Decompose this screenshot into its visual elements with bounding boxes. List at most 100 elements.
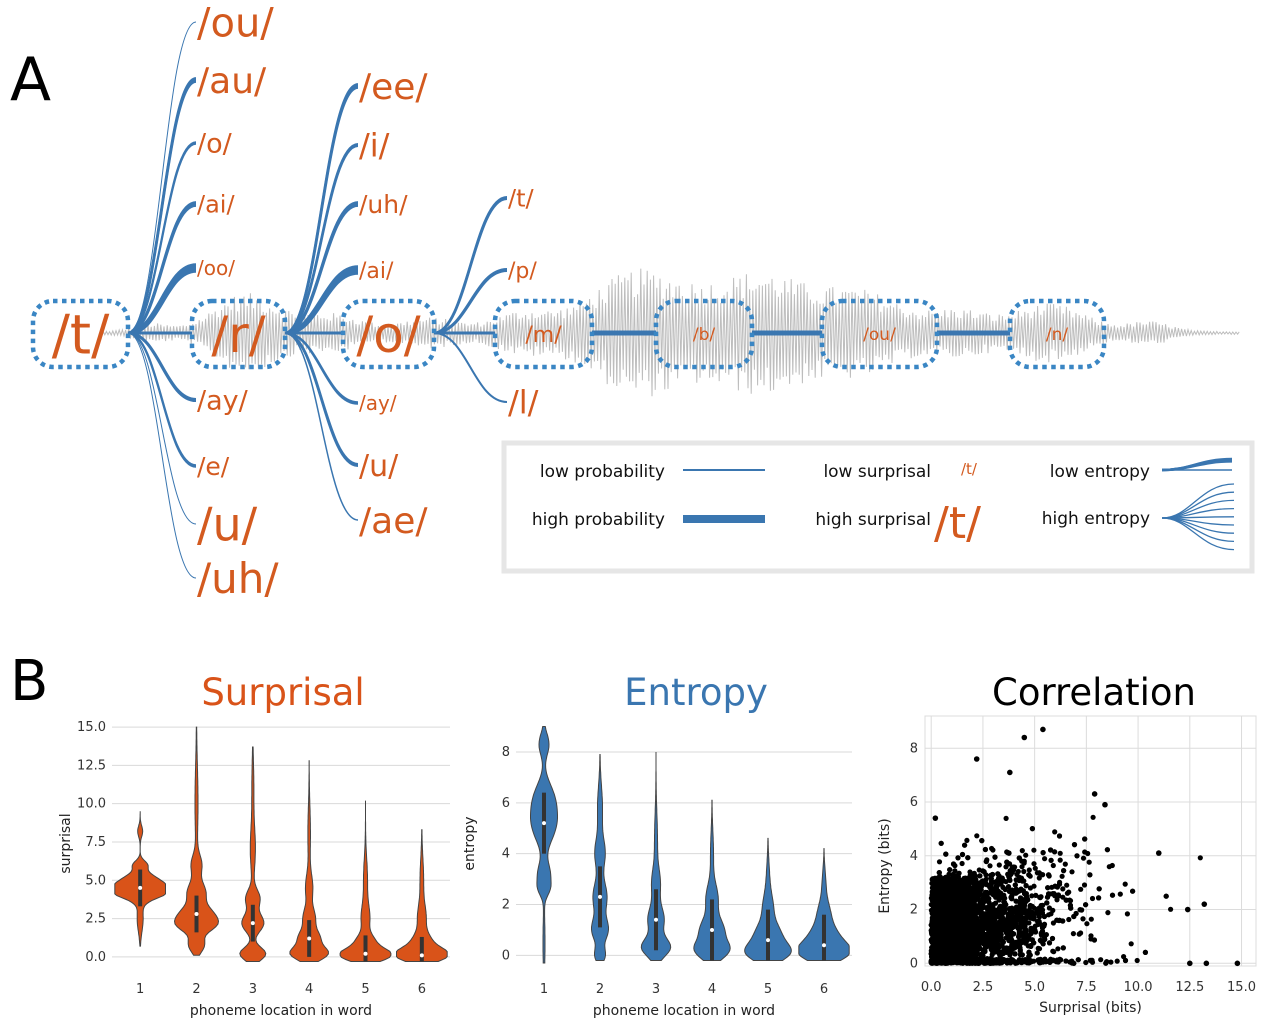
scatter-point	[1044, 894, 1051, 900]
scatter-point	[1121, 954, 1127, 960]
x-tick-label: 5.0	[1024, 980, 1045, 995]
scatter-point	[983, 913, 989, 919]
y-tick-label: 8	[910, 741, 918, 756]
scatter-point	[995, 871, 1001, 877]
t-branch-strand	[127, 331, 197, 403]
scatter-point	[997, 921, 1004, 927]
scatter-point	[1103, 960, 1109, 966]
scatter-point	[955, 896, 961, 903]
t-label-0: /ou/	[197, 0, 274, 46]
node-box-3	[492, 298, 595, 370]
scatter-point	[1084, 921, 1090, 927]
scatter-point	[1102, 801, 1108, 808]
scatter-point	[947, 942, 953, 948]
x-axis-label: phoneme location in word	[190, 1003, 372, 1019]
scatter-point	[999, 927, 1005, 933]
violin-3	[640, 752, 672, 961]
scatter-point	[1026, 867, 1032, 873]
scatter-point	[994, 878, 1000, 884]
scatter-point	[973, 949, 979, 955]
legend-high-entropy: high entropy	[1042, 509, 1150, 529]
correlation-scatter-chart: 0.0 2.5 5.0 7.5 10.0 12.5 15.0 0 2 4 6 8 Surprisal (…	[877, 715, 1257, 1016]
scatter-point	[1010, 867, 1017, 873]
scatter-point	[1234, 960, 1241, 967]
scatter-point	[1005, 884, 1012, 890]
scatter-point	[934, 885, 940, 891]
scatter-point	[983, 880, 989, 886]
scatter-point	[950, 876, 956, 883]
scatter-point	[1052, 883, 1058, 889]
node-label-3: /m/	[525, 323, 562, 348]
scatter-point	[999, 904, 1005, 910]
scatter-point	[1004, 925, 1010, 931]
scatter-point	[1040, 850, 1046, 856]
violin-5	[339, 800, 392, 962]
scatter-point	[1019, 848, 1025, 854]
scatter-point	[1008, 929, 1014, 936]
scatter-point	[1036, 870, 1042, 876]
r-label-4: /ay/	[359, 391, 397, 415]
violin-3	[239, 746, 267, 962]
scatter-point	[1073, 910, 1079, 917]
scatter-point	[1050, 948, 1056, 954]
r-label-1: /i/	[359, 127, 390, 165]
violin-median-3	[654, 917, 658, 922]
scatter-point	[1016, 934, 1022, 940]
scatter-point	[1184, 906, 1191, 913]
scatter-point	[943, 910, 949, 917]
scatter-point	[1060, 894, 1066, 900]
scatter-point	[969, 915, 975, 921]
scatter-point	[970, 875, 976, 881]
node-box-0	[30, 298, 131, 370]
scatter-points	[928, 726, 1241, 967]
scatter-point	[965, 855, 971, 861]
scatter-point	[967, 869, 973, 875]
branch-lines	[127, 21, 508, 579]
entropy-title: Entropy	[624, 671, 768, 714]
scatter-point	[1017, 929, 1024, 935]
scatter-point	[1083, 902, 1089, 908]
t-branch-6	[127, 331, 197, 468]
x-tick-label: 2	[192, 982, 200, 997]
y-tick-label: 0	[502, 948, 510, 963]
scatter-point	[1016, 855, 1022, 861]
scatter-point	[1009, 937, 1015, 943]
scatter-point	[1088, 936, 1094, 942]
scatter-point	[1090, 814, 1096, 820]
scatter-point	[1109, 892, 1116, 898]
violin-median-4	[710, 927, 714, 932]
scatter-point	[962, 842, 968, 848]
plot-area	[516, 720, 852, 967]
scatter-point	[1055, 893, 1062, 899]
violin-4	[289, 760, 329, 962]
scatter-point	[1005, 911, 1011, 917]
scatter-point	[947, 867, 953, 873]
scatter-point	[1050, 891, 1056, 897]
legend-small-phoneme: /t/	[961, 460, 978, 478]
scatter-point	[1031, 847, 1037, 853]
scatter-point	[1026, 911, 1032, 917]
scatter-point	[932, 917, 938, 924]
scatter-point	[1000, 884, 1006, 890]
scatter-point	[999, 875, 1005, 881]
node-label-2: /o/	[356, 306, 420, 364]
x-tick-label: 6	[418, 982, 426, 997]
scatter-point	[1052, 829, 1058, 835]
scatter-point	[1040, 726, 1046, 733]
scatter-point	[965, 920, 972, 927]
t-branch-strand	[127, 21, 197, 334]
x-tick-label: 5	[764, 982, 772, 997]
r-label-6: /ae/	[359, 501, 428, 542]
scatter-point	[964, 885, 970, 891]
scatter-point	[1098, 957, 1104, 963]
violin-median-4	[307, 936, 312, 941]
scatter-point	[1089, 957, 1095, 963]
scatter-point	[1057, 917, 1063, 923]
scatter-point	[996, 944, 1002, 950]
scatter-point	[1085, 850, 1091, 857]
x-tick-label: 3	[652, 982, 660, 997]
scatter-point	[1063, 897, 1069, 903]
legend-low-entropy: low entropy	[1050, 462, 1150, 482]
o-branch-1	[433, 267, 508, 335]
scatter-point	[1014, 905, 1020, 911]
